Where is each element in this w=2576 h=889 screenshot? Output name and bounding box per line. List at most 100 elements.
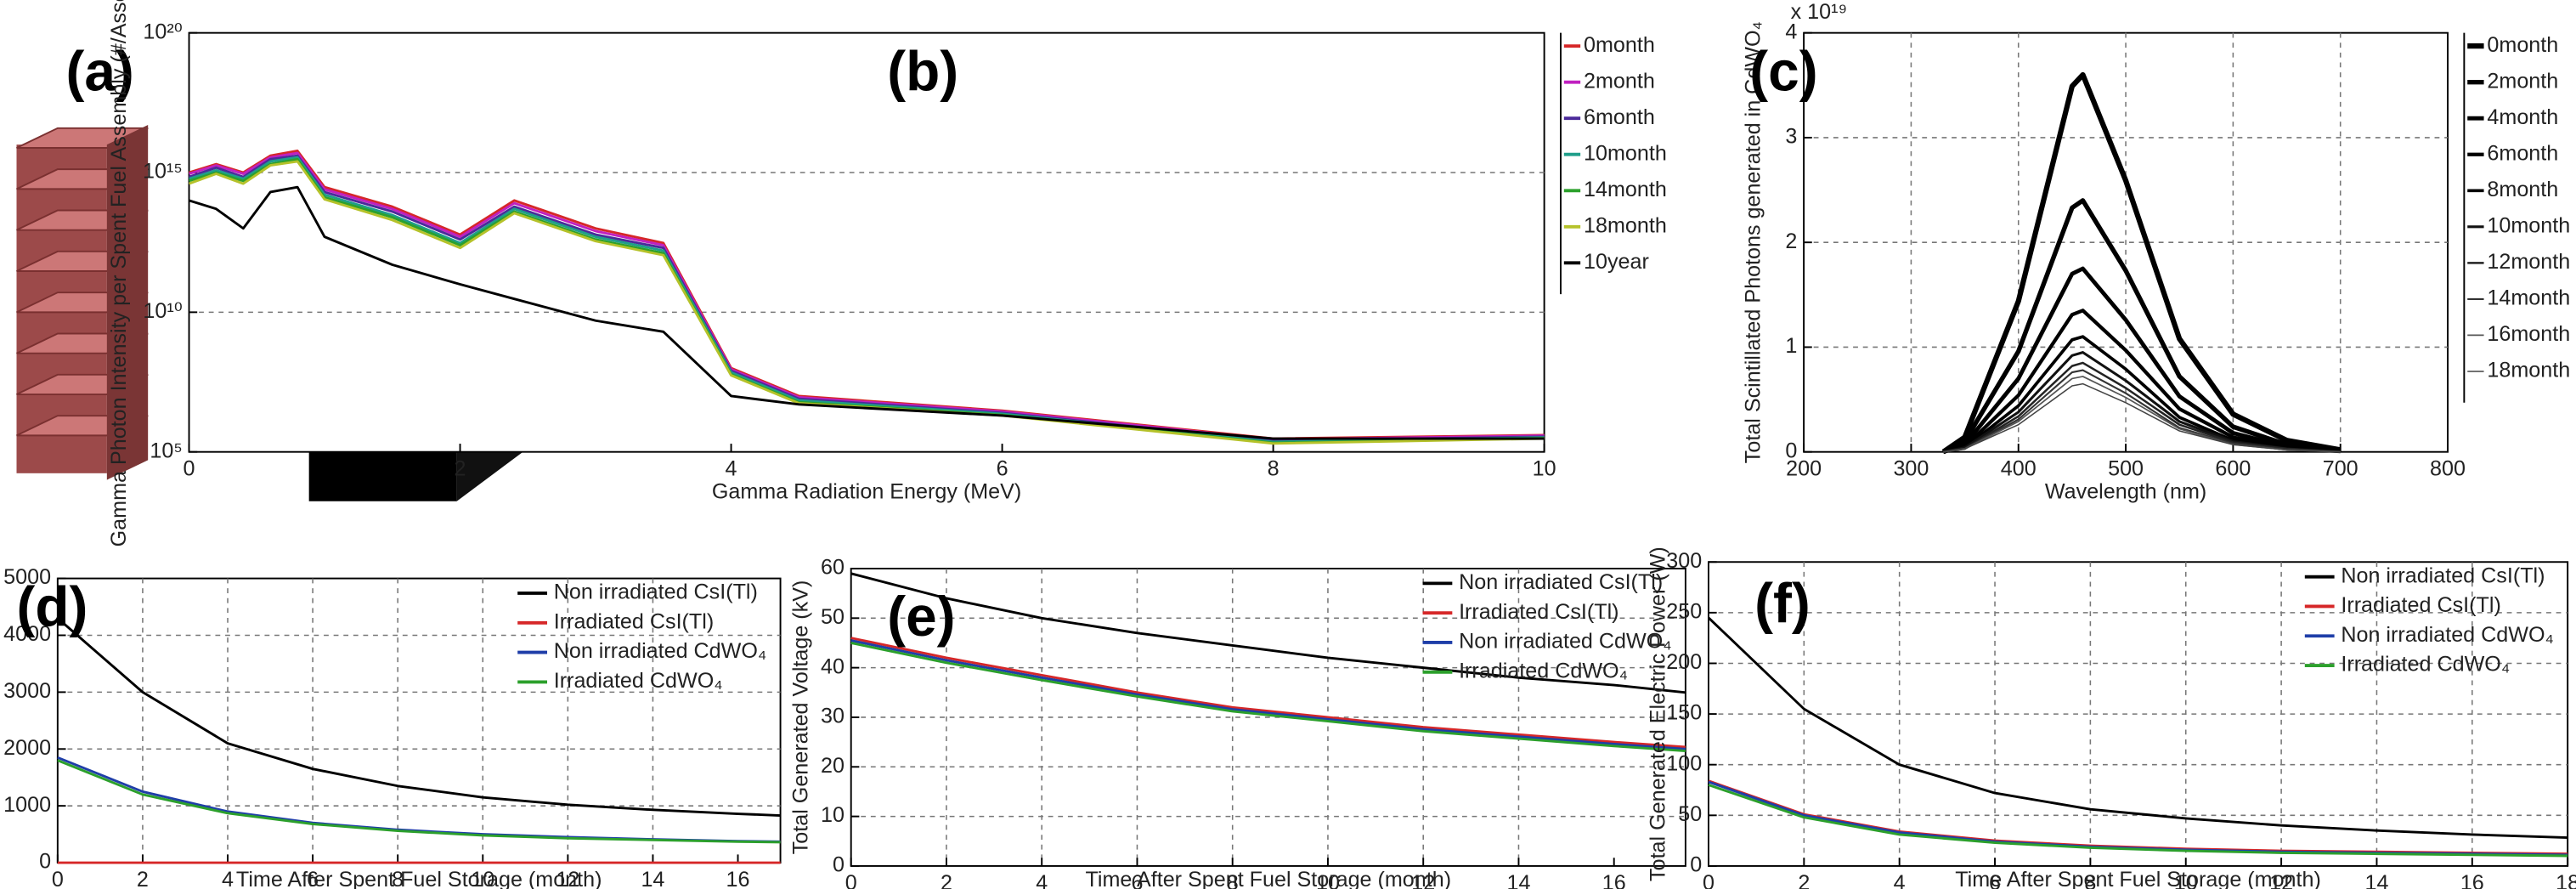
x-tick-label: 10 [2174, 871, 2198, 889]
chart-panel: 0 2 4 6 8 10 12 14 16 0 10 20 30 40 50 60 Time After Spe… [788, 556, 1686, 889]
y-axis-label: Total Generated Voltage (kV) [788, 580, 812, 855]
x-tick-label: 2 [455, 457, 466, 481]
series-line [1943, 361, 2341, 453]
y-tick-label: 1 [1785, 334, 1797, 358]
legend-label: 10year [1584, 250, 1649, 274]
legend-label: Irradiated CsI(Tl) [2341, 593, 2500, 617]
legend-label: Non irradiated CdWO₄ [1459, 630, 1671, 654]
x-tick-label: 10 [1533, 457, 1556, 481]
x-tick-label: 10 [471, 868, 494, 889]
x-tick-label: 18 [2556, 871, 2576, 889]
chart-panel: 200 300 400 500 600 700 800 0 1 2 3 4 Wavelength (nm… [1742, 0, 2570, 504]
plot-area [56, 577, 782, 864]
series-line [850, 637, 1686, 749]
y-tick-label: 4000 [3, 622, 51, 646]
x-tick-label: 2 [137, 868, 149, 889]
x-tick-label: 14 [2364, 871, 2388, 889]
y-tick-label: 60 [821, 556, 845, 580]
y-tick-label: 10¹⁵ [143, 160, 183, 184]
x-tick-label: 0 [184, 457, 195, 481]
legend-label: Non irradiated CdWO₄ [2341, 623, 2553, 647]
y-tick-label: 250 [1666, 599, 1702, 623]
legend-label: 18month [1584, 213, 1667, 237]
y-tick-label: 10¹⁰ [143, 299, 182, 323]
legend-label: 18month [2487, 359, 2570, 382]
x-tick-label: 500 [2108, 457, 2144, 481]
x-tick-label: 16 [2460, 871, 2484, 889]
x-tick-label: 2 [1798, 871, 1810, 889]
x-tick-label: 300 [1893, 457, 1929, 481]
y-tick-label: 40 [821, 654, 845, 678]
x-tick-label: 0 [52, 868, 64, 889]
x-axis-label: Time After Spent Fuel Storage (month) [236, 868, 602, 889]
legend-label: Non irradiated CsI(Tl) [554, 580, 758, 604]
panel-label: (b) [887, 39, 958, 102]
y-tick-label: 10²⁰ [143, 20, 182, 43]
y-tick-label: 0 [1785, 439, 1797, 462]
x-tick-label: 4 [726, 457, 737, 481]
y-tick-label: 100 [1666, 751, 1702, 775]
legend-label: Irradiated CdWO₄ [554, 669, 723, 693]
x-tick-label: 14 [641, 868, 664, 889]
y-axis-label: Total Generated Electric Power (W) [1647, 546, 1670, 881]
series-line [850, 642, 1686, 753]
legend-label: 6month [2487, 141, 2558, 165]
legend-label: 0month [2487, 33, 2558, 57]
x-axis-label: Gamma Radiation Energy (MeV) [712, 480, 1021, 504]
y-tick-label: 2 [1785, 229, 1797, 253]
legend-label: 2month [2487, 69, 2558, 93]
series-line [1707, 616, 2568, 839]
heat-sink [16, 124, 149, 480]
y-tick-label: 3 [1785, 125, 1797, 149]
x-tick-label: 14 [1506, 871, 1530, 889]
legend-label: 10month [2487, 213, 2570, 237]
x-tick-label: 200 [1786, 457, 1822, 481]
x-tick-label: 8 [392, 868, 404, 889]
axis-multiplier: x 10¹⁹ [1791, 0, 1848, 24]
y-axis-label: Gamma Photon Intensity per Spent Fuel As… [107, 0, 131, 546]
x-axis-label: Time After Spent Fuel Storage (month) [1955, 868, 2321, 889]
x-tick-label: 0 [845, 871, 857, 889]
y-tick-label: 10⁵ [150, 439, 182, 462]
x-tick-label: 8 [1227, 871, 1239, 889]
legend-label: Irradiated CsI(Tl) [1459, 600, 1618, 624]
y-axis-label: Total Scintillated Photons generated in … [1742, 21, 1765, 463]
series-line [56, 617, 781, 817]
series-line [850, 639, 1686, 750]
x-tick-label: 600 [2215, 457, 2251, 481]
panel-label: (e) [887, 585, 955, 648]
legend-label: Non irradiated CsI(Tl) [1459, 570, 1663, 594]
series-line [850, 572, 1686, 694]
plot-area [188, 31, 1545, 453]
x-tick-label: 8 [2084, 871, 2096, 889]
series-line [189, 156, 1545, 444]
legend-label: 4month [2487, 105, 2558, 129]
chart-panel: 0 2 4 6 8 10 10⁵ 10¹⁰ 10¹⁵ 10²⁰ Gamma Radiation En… [107, 0, 1667, 546]
series-line [1942, 309, 2341, 454]
y-tick-label: 4 [1785, 20, 1797, 43]
x-tick-label: 800 [2430, 457, 2466, 481]
x-tick-label: 6 [997, 457, 1008, 481]
x-tick-label: 4 [222, 868, 234, 889]
series-line [1942, 198, 2342, 455]
y-tick-label: 5000 [3, 565, 51, 589]
y-tick-label: 3000 [3, 679, 51, 703]
series-line [189, 154, 1545, 443]
x-tick-label: 6 [1989, 871, 2001, 889]
legend-label: 6month [1584, 105, 1655, 129]
legend-label: Non irradiated CdWO₄ [554, 639, 766, 663]
x-tick-label: 16 [1602, 871, 1626, 889]
panel-label: (a) [66, 39, 134, 102]
x-tick-label: 6 [307, 868, 319, 889]
series-line [1708, 784, 2568, 858]
legend-label: 14month [2487, 286, 2570, 310]
y-tick-label: 50 [1678, 802, 1702, 826]
plot-area [1707, 561, 2569, 867]
x-tick-label: 12 [556, 868, 579, 889]
legend-label: Non irradiated CsI(Tl) [2341, 563, 2545, 587]
x-axis-label: Wavelength (nm) [2045, 480, 2206, 504]
x-tick-label: 10 [1316, 871, 1340, 889]
x-tick-label: 8 [1268, 457, 1280, 481]
x-tick-label: 12 [1411, 871, 1435, 889]
